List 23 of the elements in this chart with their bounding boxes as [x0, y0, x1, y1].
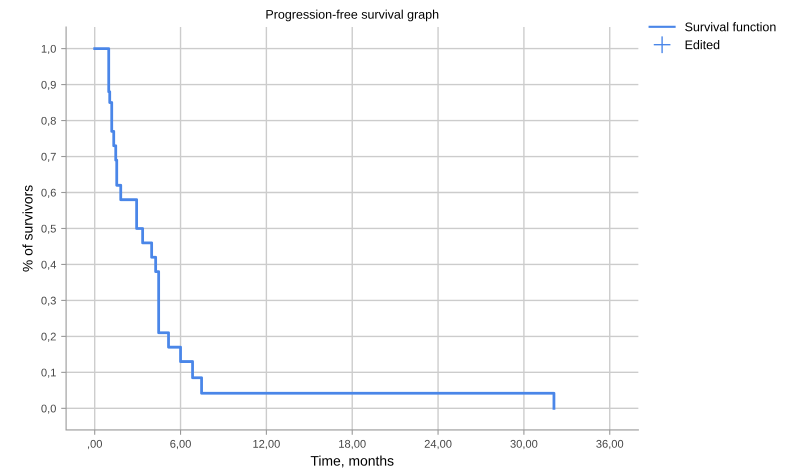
y-tick-label: 0,0: [41, 404, 56, 414]
x-tick-label: 18,00: [339, 440, 366, 450]
y-tick-label: 0,3: [41, 296, 56, 306]
y-tick-label: 0,7: [41, 152, 56, 162]
x-tick-label: 12,00: [253, 440, 280, 450]
legend-label: Survival function: [685, 22, 776, 32]
y-tick-label: 0,6: [41, 188, 56, 198]
x-tick-label: 36,00: [596, 440, 624, 450]
y-axis-title: % of survivors: [22, 185, 33, 272]
y-tick-label: 0,1: [41, 368, 56, 378]
x-tick-label: ,00: [88, 440, 102, 450]
y-tick-label: 0,8: [41, 116, 56, 126]
y-tick-label: 0,4: [41, 260, 56, 270]
chart-title: Progression-free survival graph: [266, 10, 438, 22]
legend-label: Edited: [686, 40, 720, 50]
x-tick-label: 24,00: [424, 440, 452, 450]
x-tick-label: 6,00: [170, 440, 191, 450]
x-tick-label: 30,00: [510, 440, 538, 450]
y-tick-label: 0,5: [41, 224, 56, 234]
x-axis-title: Time, months: [310, 456, 394, 468]
y-tick-label: 0,2: [41, 332, 56, 342]
y-tick-label: 1,0: [42, 44, 56, 54]
y-tick-label: 0,9: [41, 80, 56, 90]
